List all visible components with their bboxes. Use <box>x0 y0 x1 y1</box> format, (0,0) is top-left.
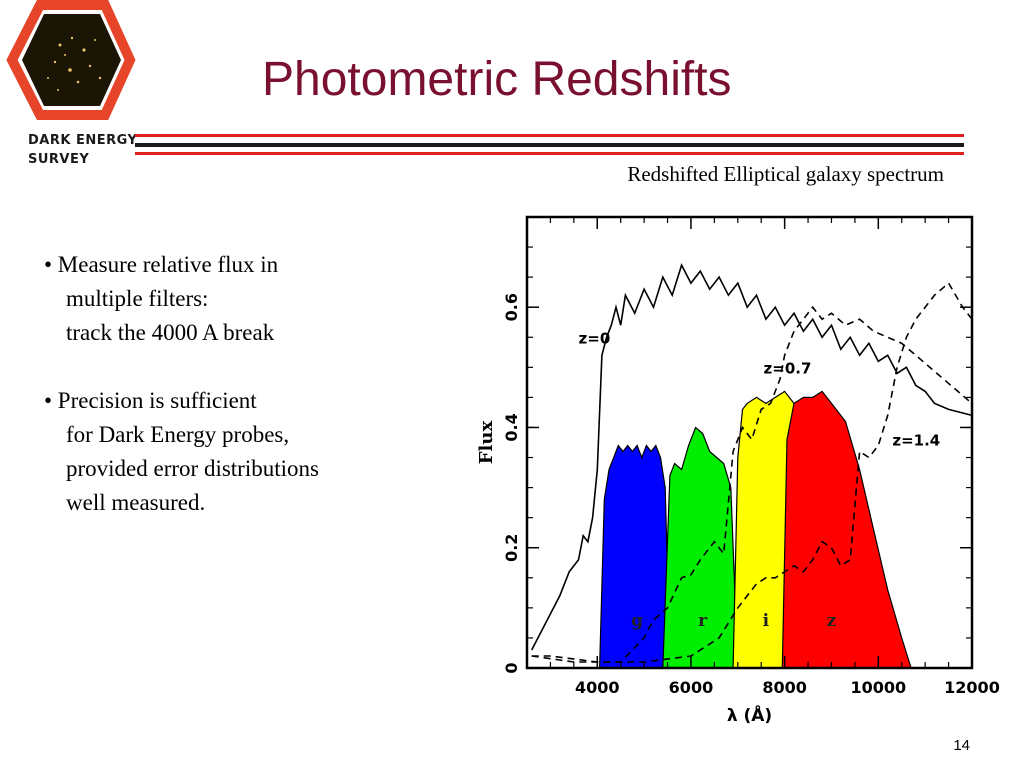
y-tick-label: 0.4 <box>502 413 521 441</box>
logo-text-line2: SURVEY <box>28 152 90 167</box>
series-line-z14 <box>531 281 973 663</box>
bullet-line: multiple filters: <box>66 286 209 311</box>
x-axis-label: λ (Å) <box>727 703 772 726</box>
logo-text-line1: DARK ENERGY <box>28 133 138 148</box>
des-logo <box>6 0 136 120</box>
bullet-item: • Precision is sufficient for Dark Energ… <box>44 384 319 520</box>
bullet-line: for Dark Energy probes, <box>66 422 290 447</box>
x-tick-label: 12000 <box>944 678 1000 697</box>
filter-label-z: z <box>827 611 837 631</box>
logo-hexagon-galaxy <box>22 14 121 106</box>
y-tick-label: 0.2 <box>502 534 521 562</box>
bullet-item: • Measure relative flux in multiple filt… <box>44 248 319 350</box>
y-tick-label: 0 <box>502 662 521 673</box>
y-axis-label: Flux <box>476 421 497 465</box>
x-tick-label: 6000 <box>669 678 714 697</box>
bullet-line: track the 4000 A break <box>66 320 275 345</box>
filter-label-g: g <box>631 611 643 631</box>
logo-hexagon-outline <box>6 0 136 120</box>
filter-band-r <box>662 426 739 669</box>
header-rule-red-top <box>135 134 964 137</box>
page-number: 14 <box>953 737 970 754</box>
spectrum-chart: g r i z 4000 6000 8000 10000 12000 0 0.2 0.4 0.6 λ (… <box>476 215 1000 726</box>
x-tick-label: 4000 <box>575 678 620 697</box>
ticks-layer <box>526 217 973 669</box>
logo-stars <box>47 36 102 91</box>
filter-label-i: i <box>763 611 770 631</box>
series-layer <box>530 263 973 663</box>
filter-label-r: r <box>698 611 708 631</box>
series-annotation: z=0.7 <box>764 359 812 377</box>
series-line-z0 <box>530 263 973 651</box>
series-annotation: z=1.4 <box>892 432 940 450</box>
plot-frame <box>525 215 974 670</box>
bullet-line: provided error distributions <box>66 456 319 481</box>
series-line-z07 <box>531 305 973 663</box>
x-tick-label: 10000 <box>850 678 906 697</box>
x-tick-label: 8000 <box>762 678 807 697</box>
bullet-line: well measured. <box>66 490 206 515</box>
labels-layer: 4000 6000 8000 10000 12000 0 0.2 0.4 0.6 λ (Å) Flu… <box>476 293 1000 726</box>
y-tick-label: 0.6 <box>502 293 521 321</box>
series-annotation: z=0 <box>579 329 611 347</box>
header-rule-red-bottom <box>135 152 964 155</box>
header-rule-dark <box>135 143 964 147</box>
filter-band-z <box>781 390 912 669</box>
figure-caption: Redshifted Elliptical galaxy spectrum <box>627 162 944 186</box>
bullet-line: • Measure relative flux in <box>44 252 279 277</box>
page-title: Photometric Redshifts <box>262 53 732 106</box>
bullet-list: • Measure relative flux in multiple filt… <box>44 248 319 554</box>
filter-band-g <box>598 444 671 669</box>
bullet-line: • Precision is sufficient <box>44 388 257 413</box>
